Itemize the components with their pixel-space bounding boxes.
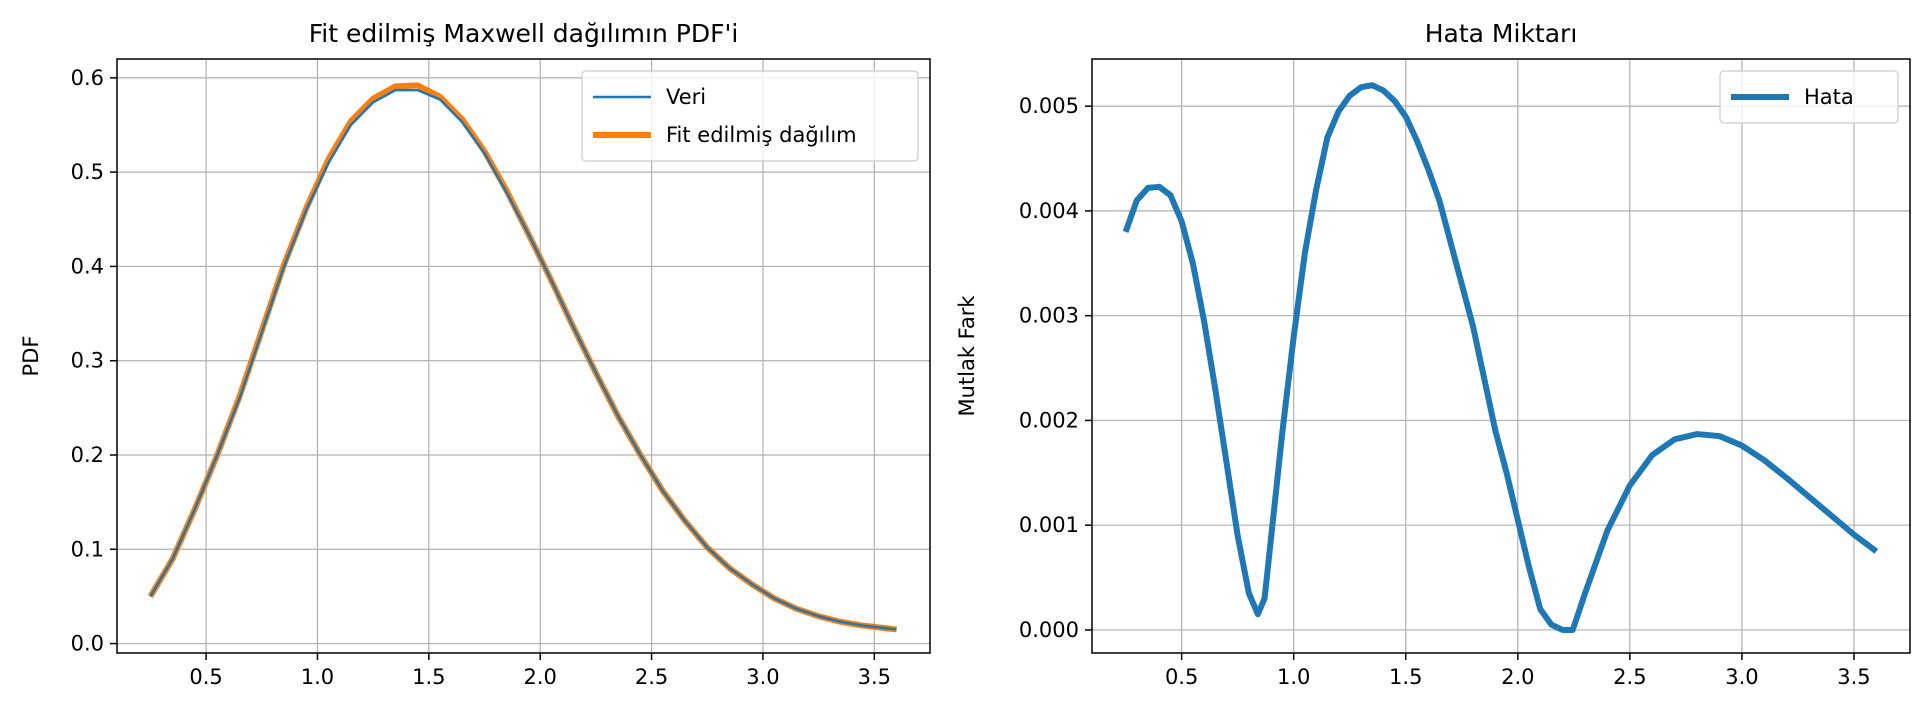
y-axis-label: Mutlak Fark xyxy=(955,295,979,417)
x-tick-label: 3.5 xyxy=(858,665,891,689)
x-tick-label: 2.5 xyxy=(1613,665,1646,689)
x-tick-label: 3.0 xyxy=(746,665,779,689)
legend-label: Veri xyxy=(666,85,706,109)
x-tick-label: 0.5 xyxy=(1165,665,1198,689)
axes-frame xyxy=(116,58,931,654)
x-tick-label: 2.0 xyxy=(524,665,557,689)
legend: Hata xyxy=(1719,70,1899,124)
y-tick-label: 0.3 xyxy=(71,349,104,373)
right-chart-panel: 0.5 1.0 1.5 2.0 2.5 3.0 3.5 0.000 0.001 0.002 0.00… xyxy=(955,19,1911,689)
y-tick-label: 0.4 xyxy=(71,254,104,278)
chart-title: Fit edilmiş Maxwell dağılımın PDF'i xyxy=(309,19,739,48)
x-tick-label: 1.5 xyxy=(1389,665,1422,689)
axes-frame xyxy=(1091,58,1911,654)
x-tick-label: 1.5 xyxy=(412,665,445,689)
x-tick-label: 2.0 xyxy=(1501,665,1534,689)
legend-box xyxy=(1719,70,1899,124)
legend-label: Hata xyxy=(1804,85,1854,109)
x-tick-label: 1.0 xyxy=(1277,665,1310,689)
x-tick-label: 1.0 xyxy=(301,665,334,689)
x-tick-label: 0.5 xyxy=(189,665,222,689)
y-tick-label: 0.002 xyxy=(1019,408,1079,432)
left-chart-panel: 0.5 1.0 1.5 2.0 2.5 3.0 3.5 0.0 0.1 0.2 0.3 0.4 0.5 0… xyxy=(19,19,931,689)
legend-box xyxy=(581,70,919,162)
x-tick-label: 3.5 xyxy=(1837,665,1870,689)
y-tick-label: 0.5 xyxy=(71,160,104,184)
y-tick-label: 0.000 xyxy=(1019,618,1079,642)
chart-title: Hata Miktarı xyxy=(1425,19,1578,48)
legend: Veri Fit edilmiş dağılım xyxy=(581,70,919,162)
y-tick-label: 0.0 xyxy=(71,632,104,656)
y-tick-label: 0.005 xyxy=(1019,94,1079,118)
y-tick-label: 0.6 xyxy=(71,66,104,90)
series-line-veri xyxy=(149,88,897,631)
y-tick-label: 0.003 xyxy=(1019,304,1079,328)
x-tick-label: 3.0 xyxy=(1725,665,1758,689)
y-tick-label: 0.001 xyxy=(1019,513,1079,537)
y-tick-label: 0.004 xyxy=(1019,199,1079,223)
series-line-hata xyxy=(1122,82,1879,633)
x-tick-label: 2.5 xyxy=(635,665,668,689)
legend-label: Fit edilmiş dağılım xyxy=(666,123,857,147)
series-line-fit-edilmi-da-l-m xyxy=(147,82,897,633)
y-tick-label: 0.2 xyxy=(71,443,104,467)
y-tick-label: 0.1 xyxy=(71,537,104,561)
y-axis-label: PDF xyxy=(19,336,43,377)
